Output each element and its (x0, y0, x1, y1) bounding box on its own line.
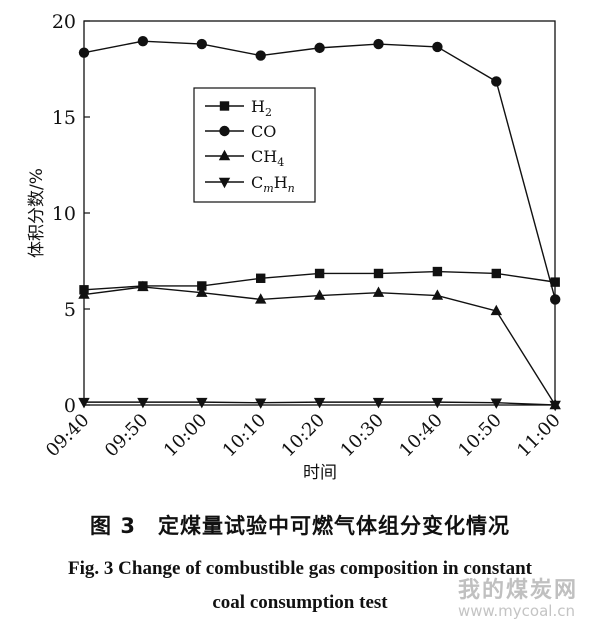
data-point (196, 38, 207, 50)
data-point (197, 281, 207, 291)
data-point (490, 398, 502, 409)
legend-marker (219, 125, 230, 137)
series-line (83, 286, 556, 406)
legend-subscript: 2 (265, 106, 272, 119)
data-point (314, 268, 325, 279)
legend-text: C (251, 173, 263, 192)
data-point (549, 400, 561, 412)
y-tick-label: 0 (64, 395, 76, 417)
plot-frame (83, 20, 556, 406)
watermark-text: 我的煤炭网 (457, 578, 578, 603)
figure-caption-en-line1: Fig. 3 Change of combustible gas composi… (68, 558, 532, 579)
x-tick-label: 10:00 (160, 410, 212, 462)
y-axis-label: 体积分数/% (27, 168, 47, 258)
data-point (550, 277, 560, 287)
data-point (491, 76, 502, 87)
watermark-url: www.mycoal.cn (457, 602, 575, 620)
x-axis-label: 时间 (303, 463, 337, 483)
data-point (137, 397, 149, 409)
data-point (137, 280, 149, 292)
data-point (490, 304, 502, 316)
legend-item: CH4 (205, 147, 284, 169)
legend-text: CH (251, 147, 277, 166)
legend-label: CO (251, 122, 276, 141)
data-point (313, 397, 326, 409)
data-point (373, 268, 384, 279)
x-tick-label: 09:50 (101, 410, 153, 462)
y-tick-label: 15 (52, 107, 76, 129)
data-point (372, 286, 385, 297)
series-cmhn (78, 397, 561, 412)
x-tick-label: 10:30 (337, 410, 389, 462)
y-tick-label: 10 (52, 203, 76, 225)
series-line (83, 40, 556, 300)
series-co (78, 35, 561, 305)
legend-label: CH4 (251, 147, 284, 169)
x-tick-label: 10:40 (395, 410, 447, 462)
data-point (314, 42, 325, 54)
series-layer (78, 35, 561, 412)
data-point (372, 397, 385, 409)
legend-marker (218, 149, 231, 161)
y-tick-label: 20 (52, 11, 76, 33)
data-point (137, 35, 149, 47)
legend-item: CO (205, 122, 276, 141)
legend-label: CmHn (251, 173, 295, 195)
legend-text: H (274, 173, 288, 192)
data-point (431, 289, 444, 300)
data-point (255, 398, 267, 409)
legend-subscript: 4 (277, 156, 284, 169)
legend-item: H2 (205, 97, 272, 119)
data-point (255, 50, 266, 61)
data-point (255, 293, 267, 304)
data-point (491, 268, 501, 279)
legend-marker (218, 177, 231, 189)
data-point (432, 266, 443, 277)
watermark: 我的煤炭网 www.mycoal.cn (458, 572, 578, 620)
x-tick-label: 10:10 (219, 410, 271, 462)
legend-text: CO (251, 122, 276, 141)
data-point (432, 41, 443, 53)
series-ch4 (78, 280, 561, 410)
y-tick-label: 5 (64, 299, 76, 321)
data-point (431, 397, 444, 409)
data-point (196, 286, 208, 297)
x-tick-label: 11:00 (513, 410, 565, 462)
data-point (313, 289, 326, 300)
legend-label: H2 (251, 97, 272, 119)
x-tick-label: 09:40 (42, 410, 94, 462)
x-tick-label: 10:20 (278, 410, 330, 462)
legend-text: H (251, 97, 265, 116)
data-point (78, 397, 90, 409)
data-point (78, 47, 90, 58)
x-tick-label: 10:50 (454, 410, 506, 462)
legend-marker (219, 101, 230, 111)
legend-subscript: n (288, 182, 295, 195)
legend-subscript: m (263, 182, 273, 195)
figure-caption-cn: 图 3 定煤量试验中可燃气体组分变化情况 (90, 514, 510, 538)
data-point (78, 288, 90, 299)
data-point (373, 38, 384, 50)
legend-box (193, 87, 316, 203)
figure-caption-en-line2: coal consumption test (212, 592, 388, 613)
legend-item: CmHn (205, 173, 295, 195)
data-point (196, 397, 208, 409)
data-point (550, 294, 561, 305)
data-point (256, 273, 266, 283)
